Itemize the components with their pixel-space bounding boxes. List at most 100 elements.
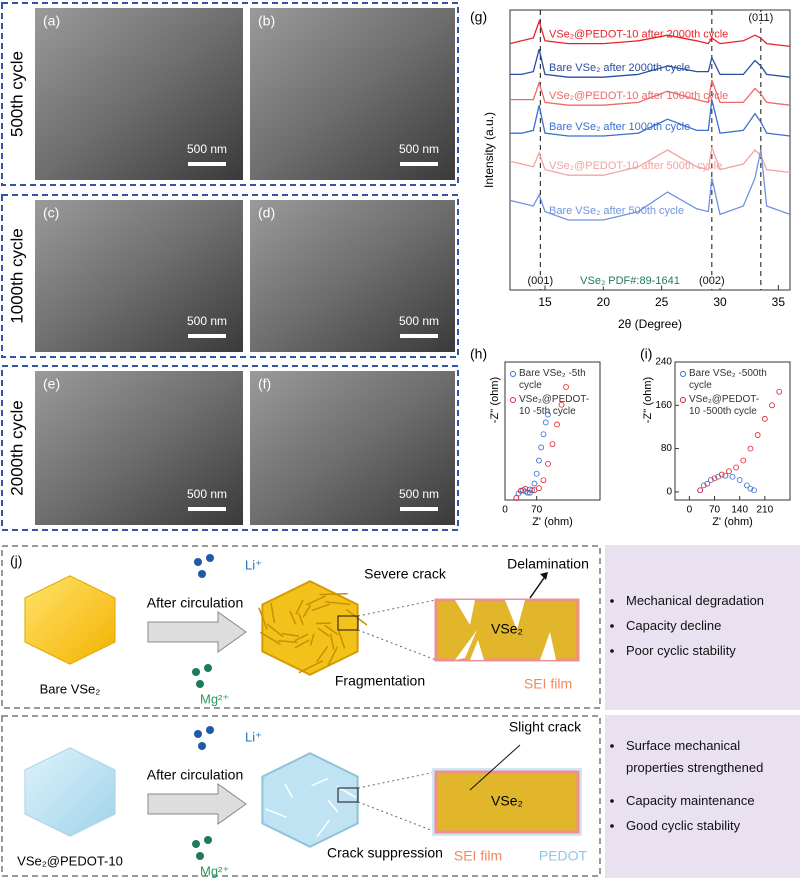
data-point xyxy=(563,384,569,390)
data-point xyxy=(545,460,551,467)
crack-line xyxy=(324,624,339,636)
annotation: VSe₂ PDF#:89-1641 xyxy=(580,275,680,287)
data-point xyxy=(743,482,750,489)
x-axis-label: Z' (ohm) xyxy=(532,516,573,528)
process-label: After circulation xyxy=(147,767,243,783)
crystal-section xyxy=(434,770,580,834)
result-label: Crack suppression xyxy=(327,845,443,861)
scale-bar xyxy=(400,334,438,338)
x-tick-label: 35 xyxy=(772,295,786,309)
summary-bullet: Poor cyclic stability xyxy=(626,643,736,658)
crack-line xyxy=(327,646,339,666)
series-label: Bare VSe₂ after 2000th cycle xyxy=(549,62,690,74)
row-label: 2000th cycle xyxy=(7,400,26,495)
material-hexagon xyxy=(24,747,116,837)
crack-line xyxy=(329,633,335,650)
x-tick-label: 0 xyxy=(687,505,693,516)
crack-line xyxy=(258,607,268,630)
row-label: 500th cycle xyxy=(7,51,26,137)
result-label: Fragmentation xyxy=(335,673,425,689)
crack-line xyxy=(302,604,312,618)
crack-line xyxy=(316,819,331,837)
ion xyxy=(206,554,214,562)
bullet-dot xyxy=(610,649,614,653)
crack-line xyxy=(311,603,331,612)
crack xyxy=(455,600,475,625)
plot-frame xyxy=(504,361,601,501)
scale-label: 500 nm xyxy=(399,314,439,328)
ion xyxy=(196,680,204,688)
scale-label: 500 nm xyxy=(187,142,227,156)
ion-label: Mg²⁺ xyxy=(200,863,229,878)
annotation: (001) xyxy=(527,275,553,287)
xrd-curve xyxy=(509,146,791,176)
x-tick-label: 0 xyxy=(502,505,508,516)
panel-tag: (g) xyxy=(470,9,487,25)
data-point xyxy=(542,419,549,426)
data-point xyxy=(747,445,754,452)
legend-entry: VSe₂@PEDOT-10 -500th cycle xyxy=(689,394,760,417)
data-point xyxy=(513,495,520,501)
y-axis-label: Intensity (a.u.) xyxy=(482,112,496,188)
legend-entry: VSe₂@PEDOT-10 -5th cycle xyxy=(519,394,590,417)
bullet-dot xyxy=(610,599,614,603)
summary-bullet: Capacity decline xyxy=(626,618,722,633)
data-point xyxy=(554,421,560,428)
x-tick-label: 70 xyxy=(531,505,543,516)
crystal-section xyxy=(434,598,580,662)
series-label: VSe₂@PEDOT-10 after 2000th cycle xyxy=(549,29,728,41)
material-hexagon xyxy=(24,575,116,665)
summary-panel xyxy=(605,715,800,878)
film-label: SEI film xyxy=(524,676,572,692)
cycled-hexagon xyxy=(261,752,359,848)
data-point xyxy=(533,470,540,477)
legend-marker xyxy=(680,371,686,377)
annotation: (011) xyxy=(748,12,773,24)
scale-bar xyxy=(188,162,226,166)
sem-image xyxy=(250,200,455,352)
panel-tag: (d) xyxy=(258,205,275,221)
data-point xyxy=(529,487,536,494)
crack-line xyxy=(277,639,298,644)
ion xyxy=(192,668,200,676)
x-tick-label: 210 xyxy=(757,505,774,516)
zoom-box xyxy=(337,787,359,803)
y-tick-label: 0 xyxy=(666,487,672,498)
zoom-box xyxy=(337,615,359,631)
data-point xyxy=(540,431,547,438)
bullet-dot xyxy=(610,824,614,828)
data-point xyxy=(729,473,736,480)
crack-line xyxy=(270,602,276,624)
ion xyxy=(206,726,214,734)
series-label: VSe₂@PEDOT-10 after 500th cycle xyxy=(549,160,722,172)
crack-line xyxy=(338,630,346,649)
crack-line xyxy=(295,599,304,615)
data-point xyxy=(726,468,732,475)
crack-line xyxy=(289,610,297,625)
sem-frames xyxy=(1,2,459,531)
xrd-curve xyxy=(510,79,791,106)
xrd-curve xyxy=(509,149,791,221)
data-point xyxy=(538,444,545,451)
legend-marker xyxy=(510,371,516,377)
scale-bar xyxy=(400,162,438,166)
data-point xyxy=(540,477,547,484)
x-tick-label: 15 xyxy=(538,295,552,309)
x-tick-label: 20 xyxy=(597,295,611,309)
x-tick-label: 30 xyxy=(713,295,727,309)
xrd-curve xyxy=(510,99,791,137)
data-point xyxy=(761,415,768,422)
annotation: (002) xyxy=(699,275,725,287)
data-point xyxy=(722,472,729,479)
panel-tag: (a) xyxy=(43,13,60,29)
sem-image xyxy=(250,371,455,525)
data-point xyxy=(776,388,783,395)
plot-frame xyxy=(509,9,791,291)
summary-bullet: Surface mechanical properties strengthen… xyxy=(626,738,764,775)
x-tick-label: 70 xyxy=(709,505,721,516)
crack-line xyxy=(281,632,300,637)
scale-bar xyxy=(400,507,438,511)
crack-line xyxy=(305,595,326,606)
row-label: 1000th cycle xyxy=(7,228,26,323)
